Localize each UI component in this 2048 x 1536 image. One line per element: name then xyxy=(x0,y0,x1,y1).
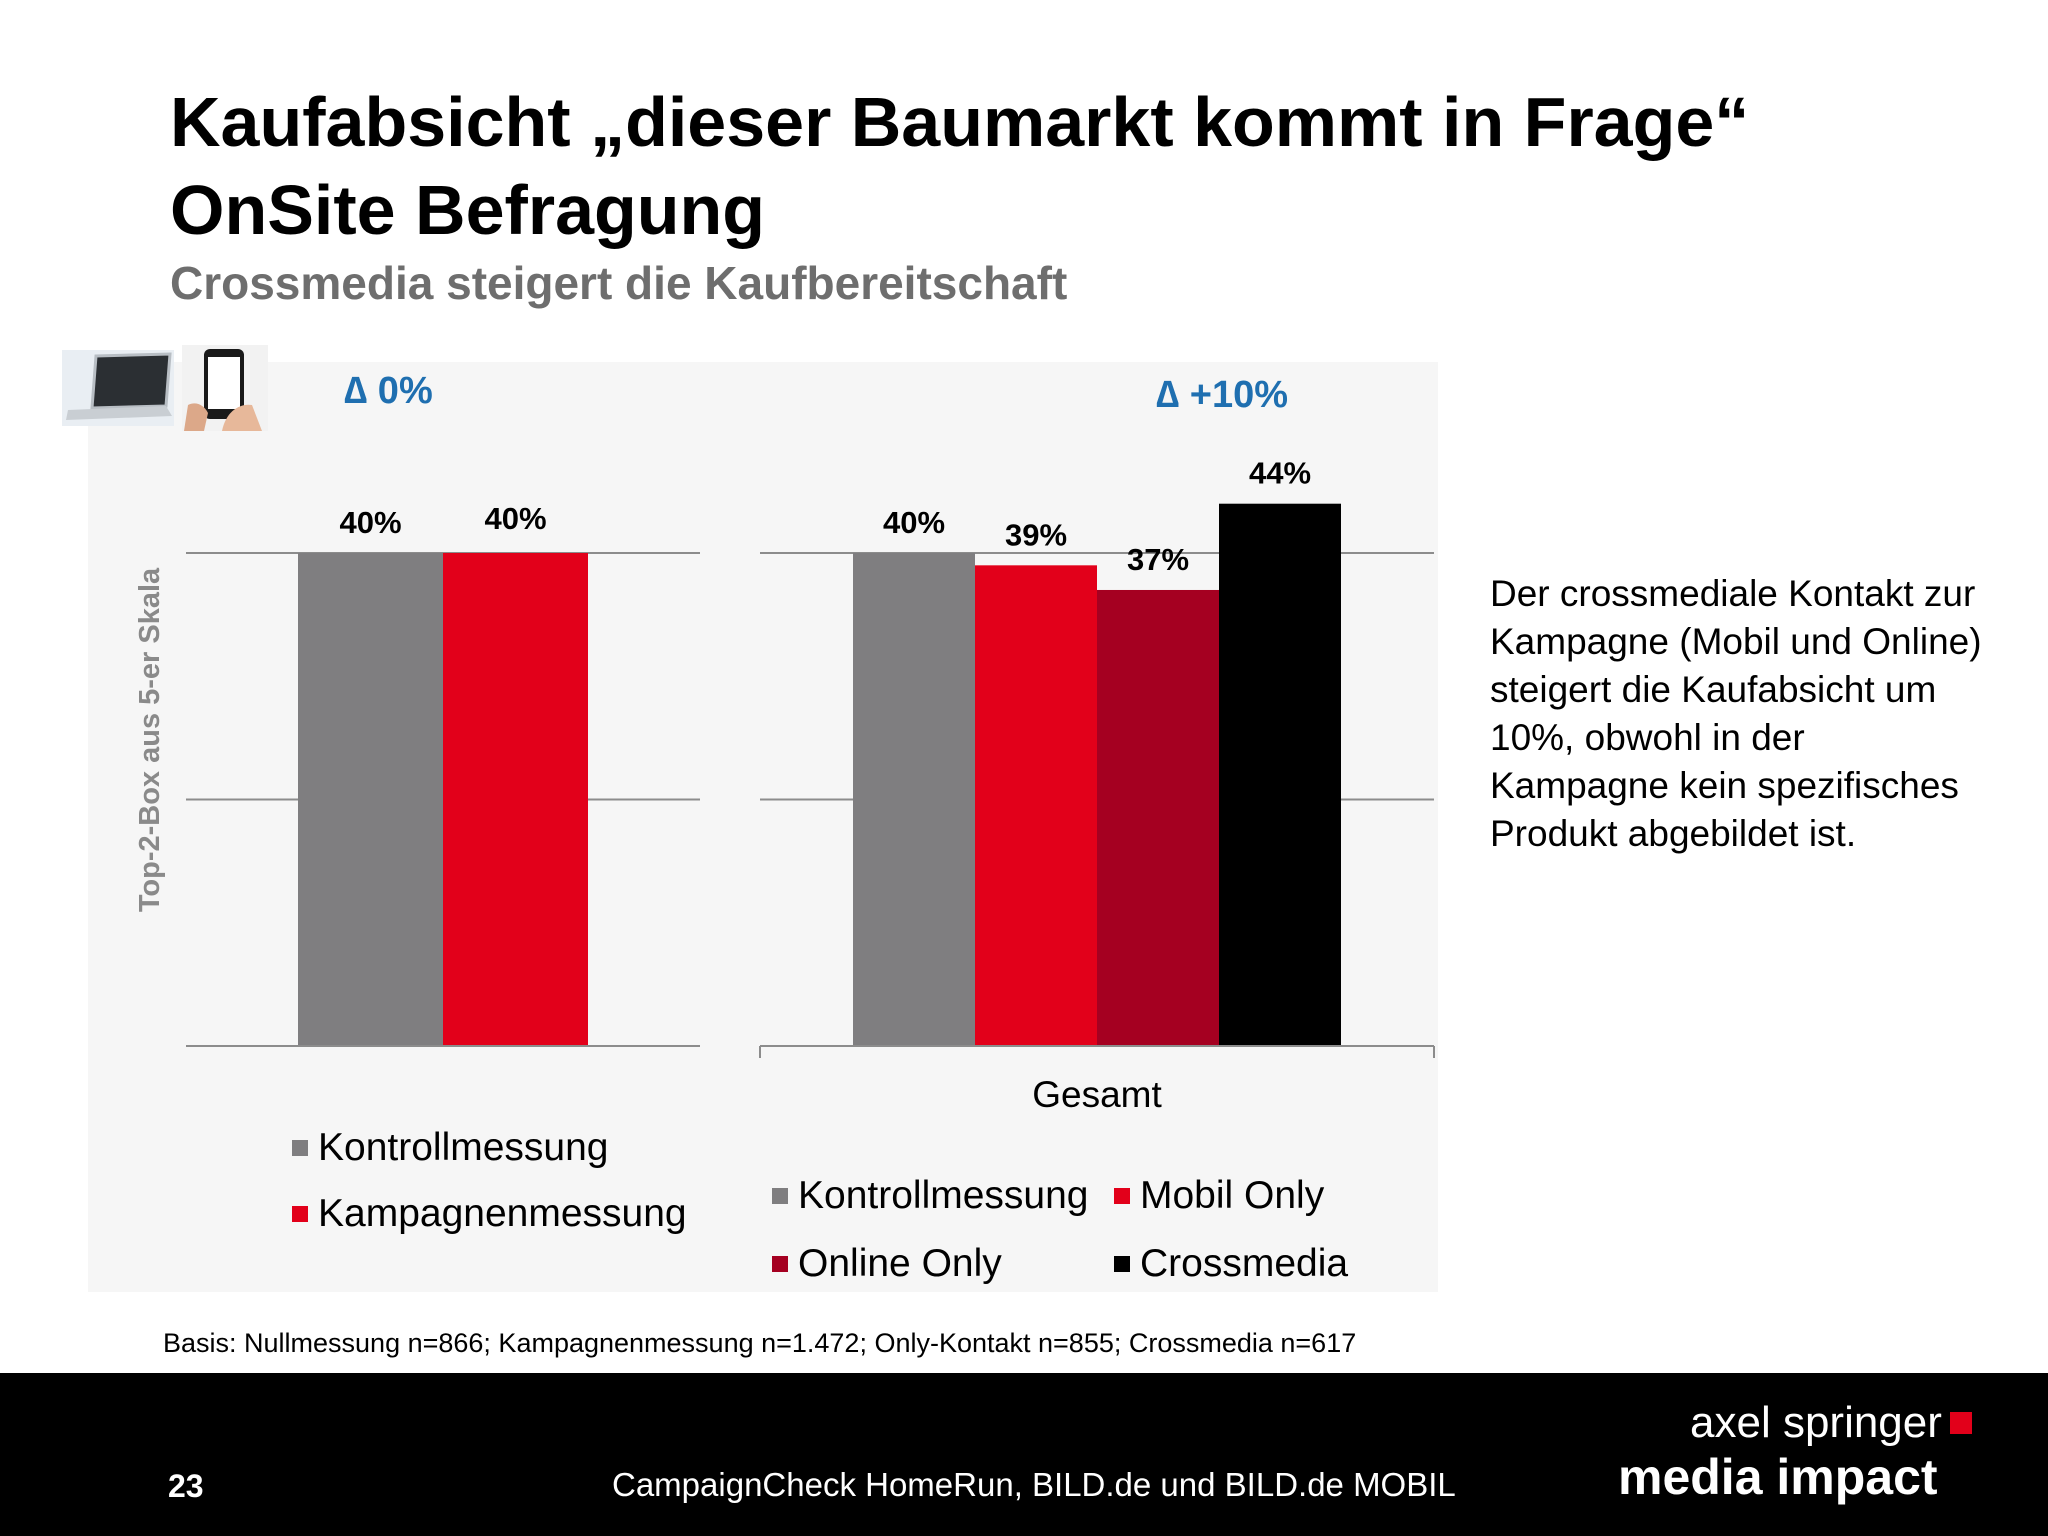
delta-label-right: ∆ +10% xyxy=(1156,374,1289,416)
legend-label: Crossmedia xyxy=(1140,1242,1349,1285)
footer-bar xyxy=(0,1373,2048,1536)
title-line-2: OnSite Befragung xyxy=(170,171,766,249)
bar-value-label: 37% xyxy=(1127,542,1189,577)
bar-kampagnenmessung xyxy=(443,553,588,1046)
legend-label: Mobil Only xyxy=(1140,1174,1325,1217)
brand-logo-line-2: media impact xyxy=(1618,1449,1938,1505)
legend-item-kontrollmessung-left: Kontrollmessung xyxy=(292,1126,608,1170)
legend-swatch xyxy=(1114,1256,1130,1272)
bars xyxy=(298,503,1341,1046)
slide-title: Kaufabsicht „dieser Baumarkt kommt in Fr… xyxy=(170,78,1749,254)
bar-value-label: 40% xyxy=(339,505,401,540)
bar-value-label: 39% xyxy=(1005,517,1067,552)
value-labels: 40% 40% 40% 39% 37% 44% xyxy=(339,456,1311,577)
legend-label: Kampagnenmessung xyxy=(318,1192,687,1235)
bar-mobil-only xyxy=(975,565,1097,1046)
basis-note: Basis: Nullmessung n=866; Kampagnenmessu… xyxy=(163,1328,1357,1358)
legend-item-online-only: Online Only xyxy=(772,1242,1002,1286)
legend-swatch xyxy=(1114,1188,1130,1204)
axes xyxy=(186,1045,1435,1058)
legend-label: Online Only xyxy=(798,1242,1002,1285)
legend-item-kampagnenmessung: Kampagnenmessung xyxy=(292,1192,687,1236)
legend-swatch xyxy=(292,1140,308,1156)
bar-crossmedia xyxy=(1219,503,1341,1046)
brand-logo-line-1: axel springer xyxy=(1690,1398,1972,1448)
smartphone-icon xyxy=(182,345,268,431)
slide-subtitle: Crossmedia steigert die Kaufbereitschaft xyxy=(170,257,1068,309)
legend-label: Kontrollmessung xyxy=(318,1126,609,1169)
legend-swatch xyxy=(292,1206,308,1222)
x-group-label: Gesamt xyxy=(1032,1074,1162,1115)
explanation-text: Der crossmediale Kontakt zur Kampagne (M… xyxy=(1490,573,1982,854)
delta-label-left: ∆ 0% xyxy=(344,370,433,412)
bar-kontrollmessung xyxy=(298,553,443,1046)
footer-source: CampaignCheck HomeRun, BILD.de und BILD.… xyxy=(612,1466,1456,1503)
brand-square-icon xyxy=(1949,1412,1972,1434)
legend-swatch xyxy=(772,1256,788,1272)
page-number: 23 xyxy=(168,1468,204,1504)
legend-swatch xyxy=(772,1188,788,1204)
laptop-icon xyxy=(62,350,174,426)
legend-label: Kontrollmessung xyxy=(798,1174,1089,1217)
bar-value-label: 44% xyxy=(1249,456,1311,491)
y-axis-label: Top-2-Box aus 5-er Skala xyxy=(134,567,166,912)
bar-value-label: 40% xyxy=(883,505,945,540)
legend-item-mobil-only: Mobil Only xyxy=(1114,1174,1324,1218)
bar-kontrollmessung xyxy=(853,553,975,1046)
bar-value-label: 40% xyxy=(484,501,546,536)
legend-item-crossmedia: Crossmedia xyxy=(1114,1242,1348,1286)
legend-item-kontrollmessung-right: Kontrollmessung xyxy=(772,1174,1088,1218)
title-line-1: Kaufabsicht „dieser Baumarkt kommt in Fr… xyxy=(170,83,1750,161)
brand-name: axel springer xyxy=(1690,1398,1942,1447)
bar-online-only xyxy=(1097,589,1219,1046)
